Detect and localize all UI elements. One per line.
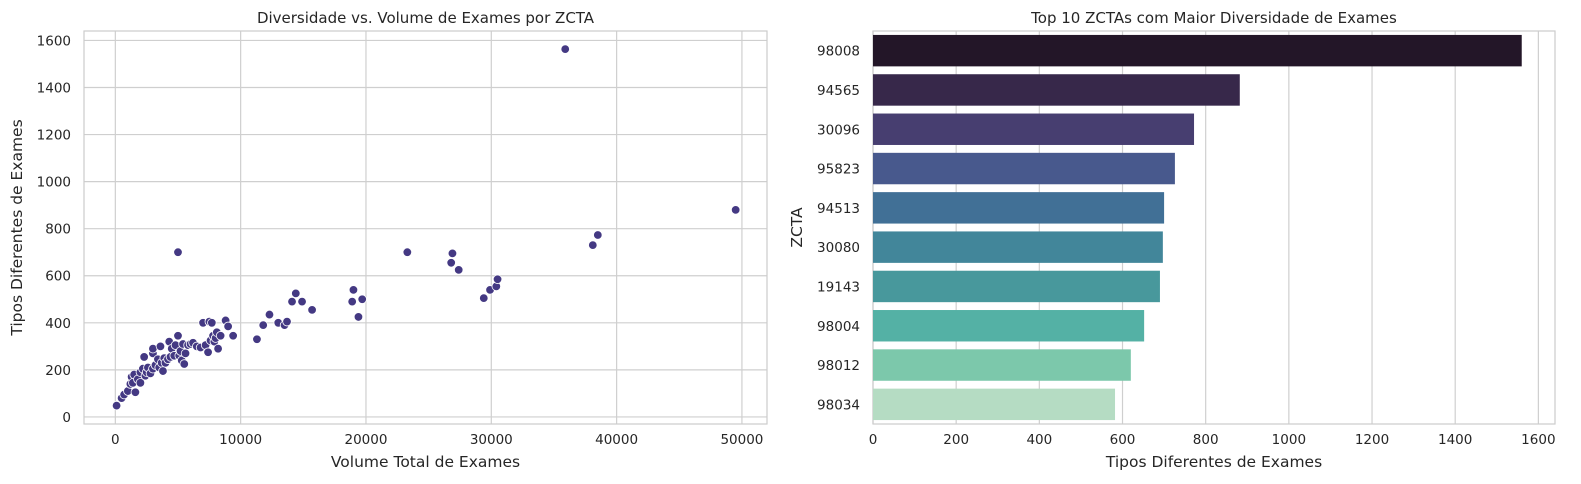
bar-category-label: 30080 bbox=[817, 240, 860, 256]
scatter-point bbox=[259, 321, 268, 330]
scatter-point bbox=[131, 388, 140, 397]
scatter-point bbox=[283, 317, 292, 326]
bar-y-axis-label: ZCTA bbox=[788, 207, 806, 248]
bar-19143 bbox=[873, 271, 1160, 302]
bar-x-tick-label: 600 bbox=[1110, 432, 1136, 448]
scatter-point bbox=[403, 248, 412, 257]
bar-95823 bbox=[873, 153, 1175, 184]
scatter-point bbox=[479, 294, 488, 303]
scatter-point bbox=[291, 289, 300, 298]
scatter-point bbox=[174, 331, 183, 340]
bar-x-tick-label: 1000 bbox=[1272, 432, 1306, 448]
bar-x-tick-label: 1600 bbox=[1521, 432, 1555, 448]
bar-98034 bbox=[873, 389, 1115, 420]
scatter-point bbox=[358, 295, 367, 304]
scatter-point bbox=[159, 367, 168, 376]
scatter-point bbox=[349, 286, 358, 295]
bar-category-label: 94513 bbox=[817, 201, 860, 217]
scatter-point bbox=[454, 266, 463, 275]
scatter-y-tick-label: 400 bbox=[45, 316, 71, 332]
bar-x-tick-label: 800 bbox=[1193, 432, 1219, 448]
scatter-point bbox=[229, 331, 238, 340]
scatter-point bbox=[731, 206, 740, 215]
bar-category-label: 98004 bbox=[817, 319, 860, 335]
scatter-x-tick-label: 40000 bbox=[595, 432, 638, 448]
bar-category-label: 98012 bbox=[817, 358, 860, 374]
bar-x-tick-label: 1400 bbox=[1438, 432, 1472, 448]
scatter-title: Diversidade vs. Volume de Exames por ZCT… bbox=[257, 9, 595, 27]
scatter-point bbox=[216, 331, 225, 340]
scatter-y-tick-label: 1000 bbox=[37, 175, 71, 191]
scatter-y-tick-label: 1600 bbox=[37, 33, 71, 49]
scatter-y-tick-labels: 0 200 400 600 800 1000 1200 1400 1600 bbox=[37, 33, 71, 426]
scatter-point bbox=[448, 249, 457, 258]
scatter-y-tick-label: 0 bbox=[62, 410, 71, 426]
bar-category-label: 98008 bbox=[817, 44, 860, 60]
bars bbox=[873, 35, 1522, 420]
scatter-point bbox=[140, 353, 149, 362]
scatter-x-tick-label: 50000 bbox=[720, 432, 763, 448]
bar-category-label: 19143 bbox=[817, 279, 860, 295]
bar-94513 bbox=[873, 192, 1164, 223]
scatter-y-tick-label: 800 bbox=[45, 222, 71, 238]
scatter-point bbox=[589, 241, 598, 250]
bar-category-label: 95823 bbox=[817, 162, 860, 178]
scatter-point bbox=[253, 335, 262, 344]
scatter-x-tick-label: 20000 bbox=[344, 432, 387, 448]
scatter-point bbox=[594, 231, 603, 240]
bar-x-tick-labels: 0 200 400 600 800 1000 1200 1400 1600 bbox=[869, 432, 1556, 448]
bar-98008 bbox=[873, 35, 1522, 66]
bar-x-tick-label: 0 bbox=[869, 432, 878, 448]
bar-30080 bbox=[873, 231, 1163, 262]
bar-30096 bbox=[873, 114, 1194, 145]
bar-x-axis-label: Tipos Diferentes de Exames bbox=[1105, 453, 1322, 471]
bar-x-tick-label: 200 bbox=[943, 432, 969, 448]
scatter-x-tick-label: 10000 bbox=[219, 432, 262, 448]
scatter-point bbox=[288, 297, 297, 306]
bar-category-label: 94565 bbox=[817, 83, 860, 99]
scatter-point bbox=[112, 401, 121, 410]
scatter-point bbox=[214, 344, 223, 353]
bar-98012 bbox=[873, 349, 1131, 380]
scatter-y-tick-label: 1200 bbox=[37, 128, 71, 144]
scatter-point bbox=[181, 349, 190, 358]
scatter-points bbox=[112, 45, 740, 410]
scatter-point bbox=[174, 248, 183, 257]
scatter-point bbox=[156, 342, 165, 351]
bar-category-labels: 98008 94565 30096 95823 94513 30080 19143 98004… bbox=[817, 44, 860, 414]
scatter-x-tick-labels: 0 10000 20000 30000 40000 50000 bbox=[111, 432, 763, 448]
bar-x-tick-label: 400 bbox=[1026, 432, 1052, 448]
scatter-point bbox=[348, 297, 357, 306]
bar-98004 bbox=[873, 310, 1144, 341]
scatter-point bbox=[224, 322, 233, 331]
scatter-point bbox=[354, 313, 363, 322]
bar-category-label: 30096 bbox=[817, 122, 860, 138]
scatter-y-tick-label: 600 bbox=[45, 269, 71, 285]
scatter-point bbox=[561, 45, 570, 54]
scatter-x-axis-label: Volume Total de Exames bbox=[331, 453, 520, 471]
scatter-point bbox=[265, 310, 274, 319]
bar-category-label: 98034 bbox=[817, 397, 860, 413]
scatter-point bbox=[208, 319, 217, 328]
scatter-point bbox=[298, 297, 307, 306]
scatter-y-tick-label: 200 bbox=[45, 363, 71, 379]
scatter-panel: 0 10000 20000 30000 40000 50000 0 200 400 600 800… bbox=[8, 9, 767, 471]
scatter-x-tick-label: 30000 bbox=[470, 432, 513, 448]
scatter-point bbox=[180, 360, 189, 369]
bar-94565 bbox=[873, 74, 1240, 105]
scatter-y-axis-label: Tipos Diferentes de Exames bbox=[8, 119, 26, 336]
bar-x-tick-label: 1200 bbox=[1355, 432, 1389, 448]
scatter-x-tick-label: 0 bbox=[111, 432, 120, 448]
bar-panel: 0 200 400 600 800 1000 1200 1400 1600 98008 94565… bbox=[788, 9, 1556, 471]
scatter-y-tick-label: 1400 bbox=[37, 80, 71, 96]
scatter-point bbox=[204, 348, 213, 357]
bar-title: Top 10 ZCTAs com Maior Diversidade de Ex… bbox=[1030, 9, 1397, 27]
scatter-point bbox=[493, 275, 502, 284]
scatter-point bbox=[308, 306, 317, 315]
scatter-point bbox=[447, 258, 456, 267]
